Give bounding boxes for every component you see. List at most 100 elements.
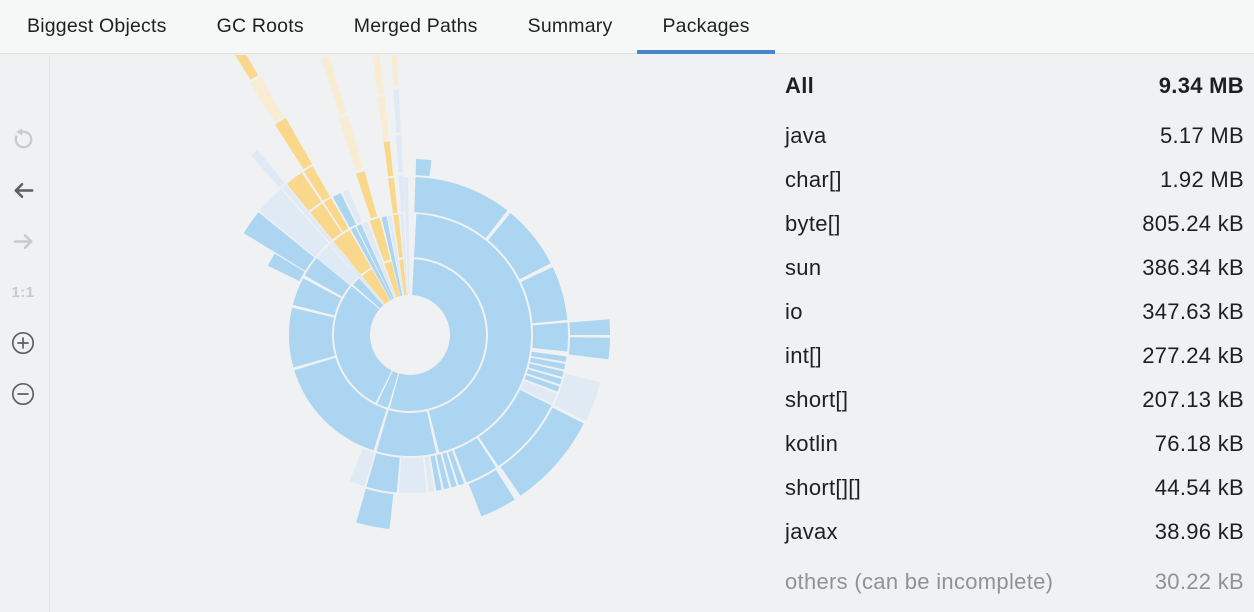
sunburst-segment[interactable] [389,259,486,411]
sunburst-segment[interactable] [430,455,442,491]
sunburst-segment[interactable] [521,266,568,324]
package-row[interactable]: io 347.63 kB [785,290,1244,334]
back-button[interactable] [9,176,37,204]
sunburst-segment[interactable] [500,407,584,496]
sunburst-segment[interactable] [568,337,610,360]
package-row[interactable]: short[][] 44.54 kB [785,466,1244,510]
sunburst-segment[interactable] [526,369,562,385]
sunburst-segment[interactable] [377,371,399,408]
sunburst-segment[interactable] [356,171,378,219]
sunburst-segment[interactable] [274,118,313,170]
package-row[interactable]: char[] 1.92 MB [785,158,1244,202]
sunburst-segment[interactable] [528,363,564,377]
tab-biggest-objects[interactable]: Biggest Objects [2,0,192,53]
sunburst-segment[interactable] [323,198,349,232]
sunburst-segment[interactable] [333,230,371,275]
sunburst-segment[interactable] [361,269,390,304]
sunburst-segment[interactable] [520,380,557,404]
package-size: 277.24 kB [1142,343,1244,368]
sunburst-segment[interactable] [353,278,384,309]
sunburst-segment[interactable] [338,115,363,170]
sunburst-segment[interactable] [531,351,567,362]
sunburst-segment[interactable] [414,177,508,239]
sunburst-segment[interactable] [398,175,405,213]
sunburst-segment[interactable] [436,454,450,490]
sunburst-segment[interactable] [332,192,357,228]
sunburst-segment[interactable] [288,307,335,368]
sunburst-segment[interactable] [396,135,403,173]
sunburst-segment[interactable] [349,448,375,487]
package-row-others[interactable]: others (can be incomplete) 30.22 kB [785,560,1244,604]
sunburst-segment[interactable] [366,453,400,493]
sunburst-segment[interactable] [303,166,330,201]
sunburst-segment[interactable] [350,227,392,301]
sunburst-segment[interactable] [286,172,322,212]
zoom-out-button[interactable] [9,380,37,408]
sunburst-segment[interactable] [383,141,394,177]
sunburst-segment[interactable] [530,357,566,370]
sunburst-segment[interactable] [399,259,407,296]
sunburst-segment[interactable] [442,452,457,488]
sunburst-segment[interactable] [393,214,403,258]
sunburst-segment[interactable] [414,214,531,453]
sunburst-segment[interactable] [282,184,332,243]
sunburst-segment[interactable] [376,409,437,456]
sunburst-segment[interactable] [524,375,560,392]
sunburst-segment[interactable] [362,221,396,299]
sunburst-segment[interactable] [333,286,392,403]
package-row[interactable]: byte[] 805.24 kB [785,202,1244,246]
sunburst-segment[interactable] [317,245,358,285]
sunburst-segment[interactable] [329,241,385,306]
tab-summary[interactable]: Summary [503,0,638,53]
package-row[interactable]: java 5.17 MB [785,114,1244,158]
sunburst-segment[interactable] [387,215,404,296]
package-row[interactable]: sun 386.34 kB [785,246,1244,290]
sunburst-segment[interactable] [304,258,350,297]
sunburst-segment[interactable] [356,224,394,300]
sunburst-segment[interactable] [569,319,610,335]
sunburst-segment[interactable] [372,55,384,95]
sunburst-segment[interactable] [250,149,285,188]
sunburst-segment[interactable] [448,450,465,486]
sunburst-segment[interactable] [424,456,435,492]
sunburst-segment[interactable] [454,438,497,483]
sunburst-segment[interactable] [553,373,601,421]
sunburst-segment[interactable] [267,253,305,282]
sunburst-segment[interactable] [177,55,259,80]
sunburst-segment[interactable] [243,212,315,271]
sunburst-segment[interactable] [259,188,329,257]
sunburst-segment[interactable] [393,89,401,133]
package-row[interactable]: int[] 277.24 kB [785,334,1244,378]
sunburst-segment[interactable] [398,457,427,494]
package-row-all[interactable]: All 9.34 MB [785,64,1244,108]
sunburst-segment[interactable] [384,261,401,298]
sunburst-segment[interactable] [369,217,391,262]
sunburst-segment[interactable] [391,55,399,87]
sunburst-segment[interactable] [468,469,515,517]
tab-packages[interactable]: Packages [637,0,775,54]
sunburst-segment[interactable] [342,189,362,224]
sunburst-segment[interactable] [388,177,398,214]
sunburst-segment[interactable] [321,56,346,116]
sunburst-segment[interactable] [381,216,403,297]
tab-merged-paths[interactable]: Merged Paths [329,0,503,53]
sunburst-segment[interactable] [403,177,410,296]
package-row[interactable]: kotlin 76.18 kB [785,422,1244,466]
sunburst-segment[interactable] [400,214,408,296]
sunburst-segment[interactable] [377,96,390,140]
package-row[interactable]: javax 38.96 kB [785,510,1244,554]
sunburst-segment[interactable] [310,203,342,240]
sunburst-segment[interactable] [250,77,284,122]
package-row[interactable]: short[] 207.13 kB [785,378,1244,422]
sunburst-segment[interactable] [294,357,387,451]
zoom-in-button[interactable] [9,329,37,357]
sunburst-segment[interactable] [478,389,552,466]
sunburst-segment[interactable] [488,213,551,280]
sunburst-segment[interactable] [356,488,394,529]
sunburst-chart[interactable] [50,55,758,612]
package-name: others (can be incomplete) [785,569,1054,594]
sunburst-segment[interactable] [532,322,568,352]
sunburst-segment[interactable] [292,278,342,316]
sunburst-segment[interactable] [415,159,432,177]
tab-gc-roots[interactable]: GC Roots [192,0,329,53]
